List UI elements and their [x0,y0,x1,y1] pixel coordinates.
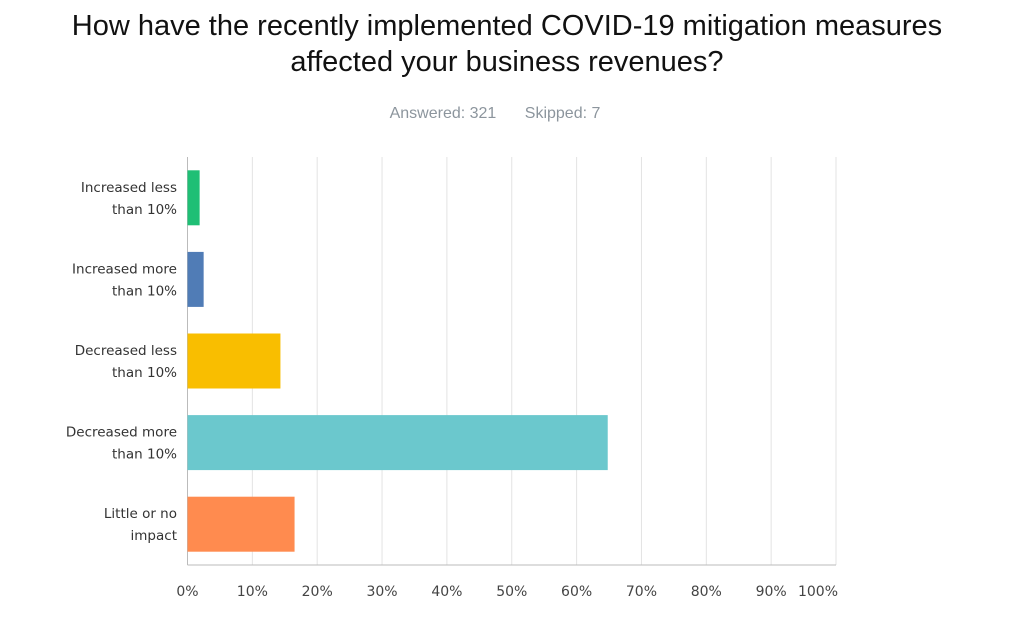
x-tick-label: 10% [237,584,268,600]
bar [187,170,200,226]
chart-title-line-2: affected your business revenues? [290,46,724,78]
bar [187,333,281,389]
y-category-label: than 10% [112,202,177,218]
x-tick-label: 50% [496,584,527,600]
x-tick-label: 40% [431,584,462,600]
x-tick-label: 20% [302,584,333,600]
answered-count: Answered: 321 [389,105,497,122]
y-category-label: Decreased more [66,425,177,441]
bar [187,415,608,471]
response-stats: Answered: 321 Skipped: 7 [0,105,990,123]
y-category-label: Little or no [104,506,177,522]
chart-title: How have the recently implemented COVID-… [0,8,1014,80]
x-tick-label: 80% [691,584,722,600]
y-category-label: than 10% [112,283,177,299]
x-tick-label: 30% [366,584,397,600]
skipped-count: Skipped: 7 [524,105,601,122]
bar [187,251,204,307]
y-category-label: impact [131,528,177,544]
x-tick-label: 90% [756,584,787,600]
x-tick-label: 60% [561,584,592,600]
chart-title-line-1: How have the recently implemented COVID-… [71,10,943,42]
x-tick-label: 100% [798,584,838,600]
y-category-label: than 10% [112,447,177,463]
bar [187,496,295,552]
y-category-label: Increased less [81,180,177,196]
x-tick-label: 70% [626,584,657,600]
y-category-label: Increased more [72,261,177,277]
y-category-label: Decreased less [75,343,177,359]
x-tick-label: 0% [176,584,198,600]
y-category-label: than 10% [112,365,177,381]
